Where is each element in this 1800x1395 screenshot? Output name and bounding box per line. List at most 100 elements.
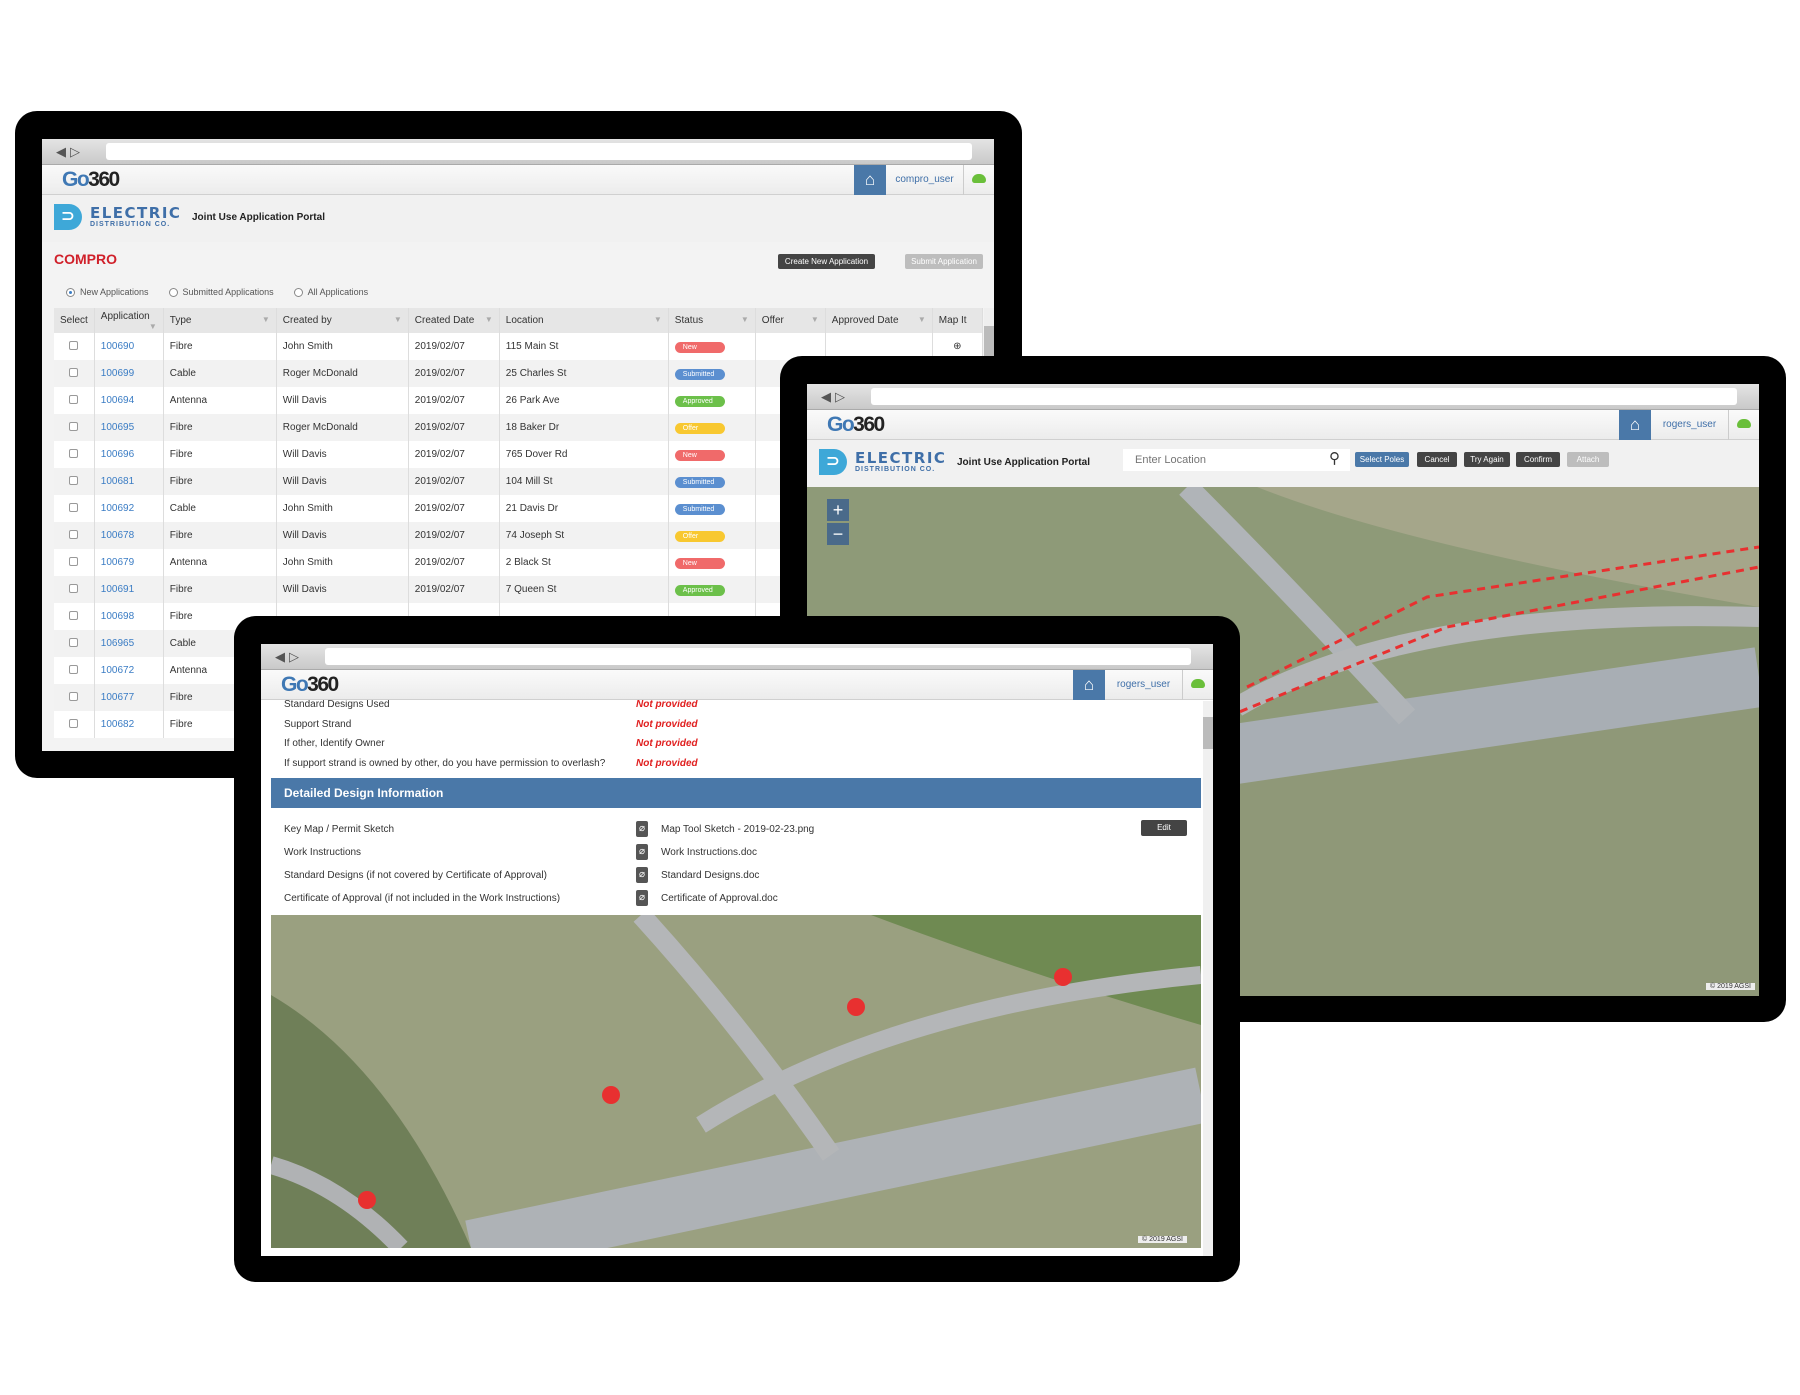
user-menu[interactable]: rogers_user — [1105, 670, 1183, 700]
back-forward-icon[interactable]: ◀▷ — [821, 389, 849, 404]
filter-icon[interactable]: ▼ — [484, 315, 493, 324]
map-button-select-poles[interactable]: Select Poles — [1355, 452, 1409, 467]
row-checkbox[interactable] — [69, 502, 79, 512]
row-checkbox[interactable] — [69, 367, 79, 377]
location-cell: 26 Park Ave — [499, 387, 669, 414]
map-copyright: © 2019 AGSI — [1138, 1236, 1187, 1243]
status-badge: Submitted — [674, 368, 725, 380]
column-header[interactable]: Created by ▼ — [276, 308, 409, 333]
application-link[interactable]: 100691 — [100, 584, 135, 595]
attachment-label: Work Instructions — [284, 847, 362, 858]
location-cell: 21 Davis Dr — [499, 495, 669, 522]
column-header[interactable]: Type ▼ — [163, 308, 277, 333]
type-cell: Antenna — [163, 387, 277, 414]
back-forward-icon[interactable]: ◀▷ — [275, 649, 303, 664]
row-checkbox[interactable] — [69, 475, 79, 485]
application-link[interactable]: 100681 — [100, 476, 135, 487]
created-by-cell: John Smith — [276, 333, 409, 360]
url-bar[interactable] — [871, 388, 1737, 405]
filter-icon[interactable]: ▼ — [740, 315, 749, 324]
column-header[interactable]: Select — [54, 308, 95, 333]
url-bar[interactable] — [106, 143, 972, 160]
row-checkbox[interactable] — [69, 448, 79, 458]
filter-icon[interactable]: ▼ — [653, 315, 662, 324]
row-checkbox[interactable] — [69, 556, 79, 566]
filter-radio[interactable]: Submitted Applications — [168, 287, 274, 297]
home-icon[interactable]: ⌂ — [854, 165, 886, 195]
row-checkbox[interactable] — [69, 340, 79, 350]
row-checkbox[interactable] — [69, 664, 79, 674]
row-checkbox[interactable] — [69, 637, 79, 647]
filter-label: All Applications — [307, 287, 369, 297]
application-link[interactable]: 100699 — [100, 368, 135, 379]
field-value: Not provided — [636, 758, 698, 769]
home-icon[interactable]: ⌂ — [1619, 410, 1651, 440]
column-header[interactable]: Application ▼ — [94, 308, 164, 333]
column-header[interactable]: Created Date ▼ — [408, 308, 500, 333]
map-button-attach[interactable]: Attach — [1567, 452, 1609, 467]
application-link[interactable]: 100678 — [100, 530, 135, 541]
table-row[interactable]: 100690 Fibre John Smith 2019/02/07 115 M… — [54, 333, 983, 360]
column-header[interactable]: Offer ▼ — [755, 308, 826, 333]
attachment-file-link[interactable]: Standard Designs.doc — [661, 870, 760, 881]
electric-logo: ⊃ ELECTRIC DISTRIBUTION CO. — [819, 449, 946, 475]
scrollbar[interactable] — [1203, 701, 1213, 1256]
column-header[interactable]: Location ▼ — [499, 308, 669, 333]
paperclip-icon: ⌀ — [636, 867, 648, 883]
application-link[interactable]: 100672 — [100, 665, 135, 676]
row-checkbox[interactable] — [69, 529, 79, 539]
application-link[interactable]: 100682 — [100, 719, 135, 730]
edit-button[interactable]: Edit — [1141, 820, 1187, 836]
filter-icon[interactable]: ▼ — [917, 315, 926, 324]
user-menu[interactable]: compro_user — [886, 165, 964, 195]
table-row[interactable]: 100691 Fibre Will Davis 2019/02/07 7 Que… — [54, 576, 983, 603]
aerial-map-sketch[interactable] — [271, 915, 1201, 1248]
zoom-in-button[interactable]: + — [827, 499, 849, 521]
application-link[interactable]: 100695 — [100, 422, 135, 433]
column-header[interactable]: Map It — [932, 308, 983, 333]
filter-radio[interactable]: All Applications — [293, 287, 369, 297]
column-header[interactable]: Status ▼ — [668, 308, 756, 333]
user-menu[interactable]: rogers_user — [1651, 410, 1729, 440]
application-link[interactable]: 100698 — [100, 611, 135, 622]
back-forward-icon[interactable]: ◀▷ — [56, 144, 84, 159]
row-checkbox[interactable] — [69, 691, 79, 701]
attachment-file-link[interactable]: Work Instructions.doc — [661, 847, 757, 858]
application-link[interactable]: 100694 — [100, 395, 135, 406]
application-link[interactable]: 106965 — [100, 638, 135, 649]
browser-bar: ◀▷ — [42, 139, 994, 165]
crosshair-icon[interactable]: ⊕ — [953, 341, 962, 352]
location-cell: 74 Joseph St — [499, 522, 669, 549]
column-header[interactable]: Approved Date ▼ — [825, 308, 933, 333]
row-checkbox[interactable] — [69, 610, 79, 620]
application-link[interactable]: 100696 — [100, 449, 135, 460]
map-button-confirm[interactable]: Confirm — [1516, 452, 1560, 467]
attachment-file-link[interactable]: Certificate of Approval.doc — [661, 893, 778, 904]
application-link[interactable]: 100690 — [100, 341, 135, 352]
application-link[interactable]: 100692 — [100, 503, 135, 514]
type-cell: Fibre — [163, 414, 277, 441]
row-checkbox[interactable] — [69, 394, 79, 404]
status-badge: Submitted — [674, 476, 725, 488]
map-button-try-again[interactable]: Try Again — [1464, 452, 1510, 467]
filter-icon[interactable]: ▼ — [810, 315, 819, 324]
zoom-out-button[interactable]: − — [827, 523, 849, 545]
attachment-file-link[interactable]: Map Tool Sketch - 2019-02-23.png — [661, 824, 815, 835]
row-checkbox[interactable] — [69, 421, 79, 431]
submit-application-button[interactable]: Submit Application — [905, 254, 983, 269]
search-icon[interactable]: ⚲ — [1329, 450, 1340, 467]
row-checkbox[interactable] — [69, 718, 79, 728]
url-bar[interactable] — [325, 648, 1191, 665]
home-icon[interactable]: ⌂ — [1073, 670, 1105, 700]
location-search-input[interactable] — [1123, 449, 1350, 471]
create-new-application-button[interactable]: Create New Application — [778, 254, 875, 269]
application-link[interactable]: 100677 — [100, 692, 135, 703]
filter-icon[interactable]: ▼ — [148, 321, 157, 331]
filter-icon[interactable]: ▼ — [393, 315, 402, 324]
filter-icon[interactable]: ▼ — [261, 315, 270, 324]
application-link[interactable]: 100679 — [100, 557, 135, 568]
row-checkbox[interactable] — [69, 583, 79, 593]
attachment-label: Key Map / Permit Sketch — [284, 824, 395, 835]
map-button-cancel[interactable]: Cancel — [1417, 452, 1457, 467]
filter-radio[interactable]: New Applications — [66, 287, 149, 297]
